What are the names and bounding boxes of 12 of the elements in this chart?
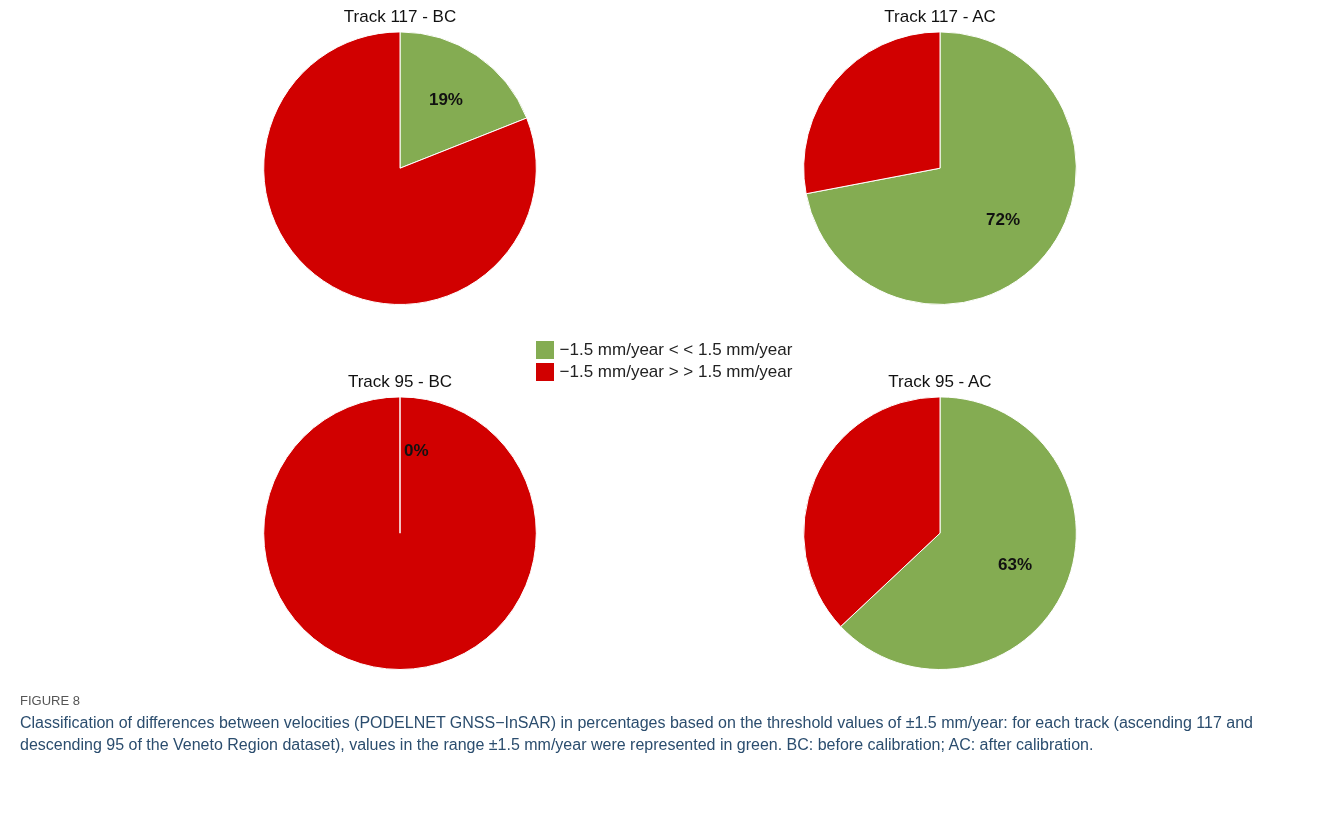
text: 0%: [404, 441, 429, 461]
legend-label: −1.5 mm/year > > 1.5 mm/year: [559, 362, 793, 382]
data-label: 72%: [986, 210, 1021, 230]
text: Classification of differences between velocities (PODELNET GNSS−InSAR) in percentages based on the threshold values of ±1.5 mm/year: for each track (ascending 117 and descending 95 of the Veneto Region dataset), values in the range ±1.5 mm/year were represented in green. BC: before calibration; AC: after calibration.: [20, 713, 1254, 755]
legend-label: −1.5 mm/year < < 1.5 mm/year: [559, 340, 793, 360]
data-label: 63%: [998, 555, 1033, 575]
chart-title: Track 95 - AC: [888, 371, 992, 391]
chart-title: Track 95 - BC: [347, 371, 453, 391]
chart-title: Track 117 - BC: [343, 6, 457, 26]
data-label: 19%: [428, 90, 463, 110]
chart-title: Track 117 - AC: [884, 6, 996, 26]
caption: FIGURE 8: [20, 692, 81, 710]
